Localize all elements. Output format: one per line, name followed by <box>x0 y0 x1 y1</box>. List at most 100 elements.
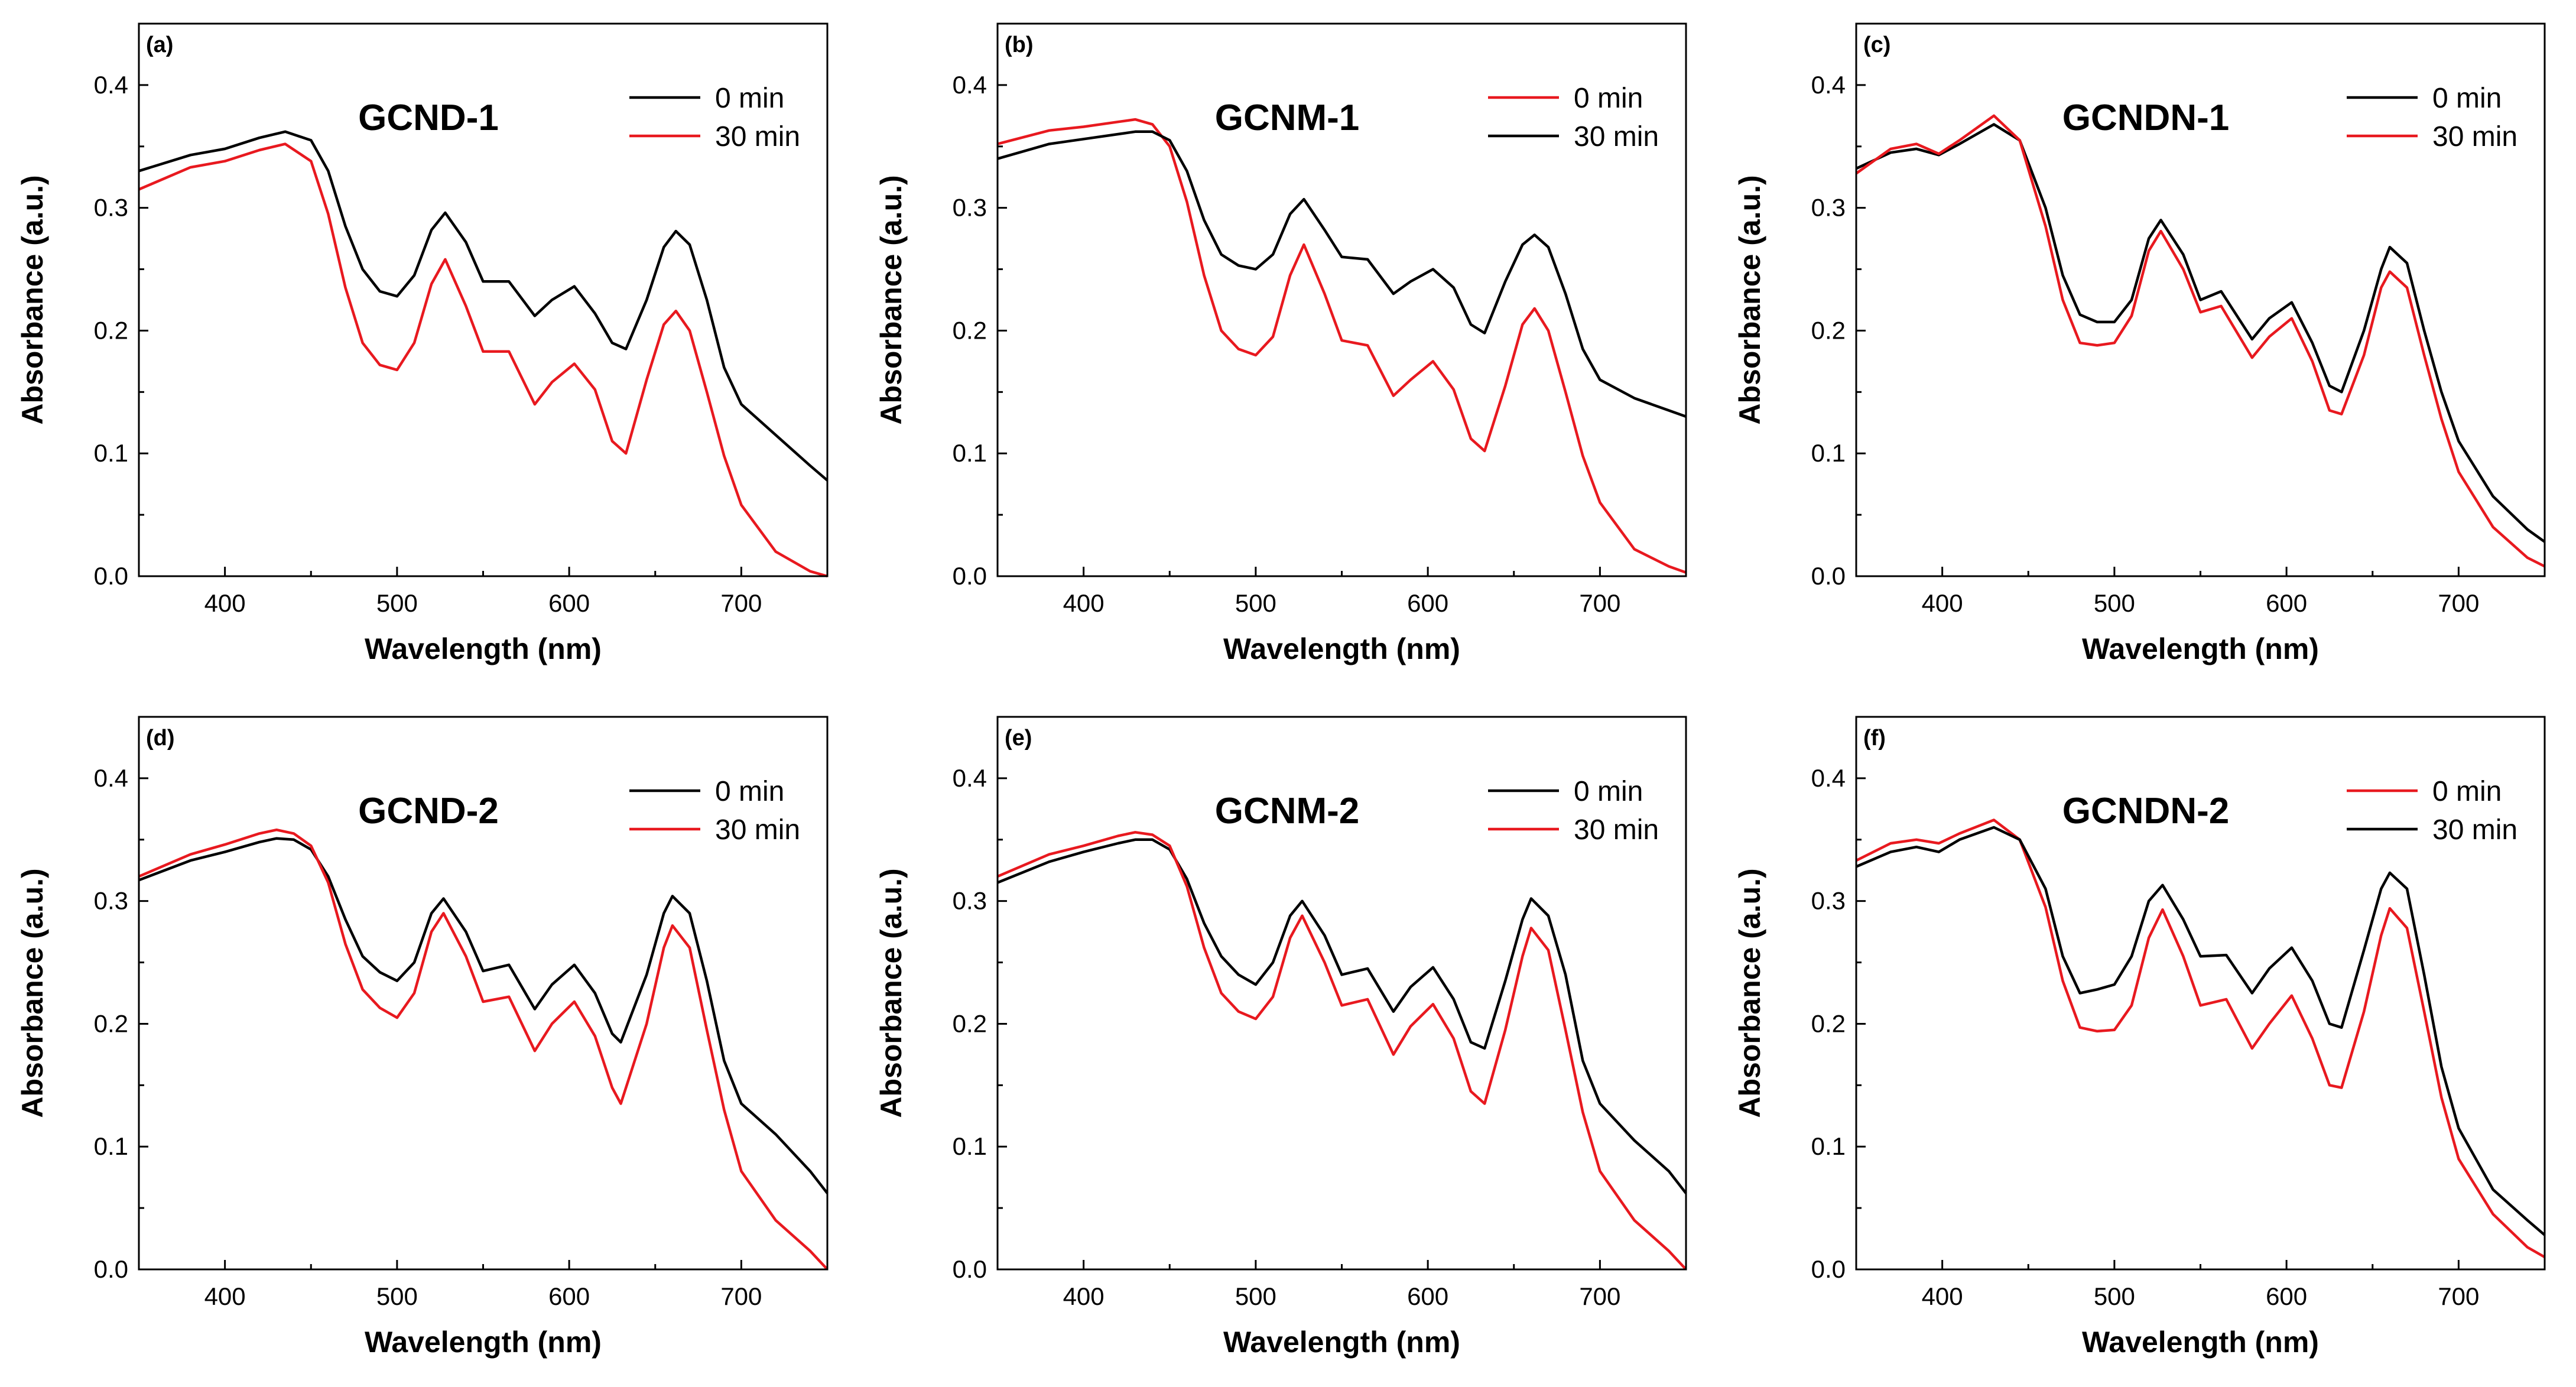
y-tick-label: 0.4 <box>94 764 128 792</box>
panel-gcnm-2: 400 500 600 700 0.0 0.1 0.2 0.3 0.4 Wavelength (n… <box>875 716 1687 1359</box>
panel-gcndn-2: 400 500 600 700 0.0 0.1 0.2 0.3 0.4 Wavelength (n… <box>1733 716 2546 1359</box>
panel-gcnd-2: 400 500 600 700 0.0 0.1 0.2 0.3 0.4 Wavelength (n… <box>16 716 829 1359</box>
x-tick-label: 500 <box>376 1282 418 1310</box>
series-lines <box>997 118 1687 574</box>
panel-label: (a) <box>146 33 173 57</box>
y-tick-label: 0.4 <box>94 71 128 99</box>
legend-label: 0 min <box>715 83 784 114</box>
series-line-30-min <box>1855 114 2546 568</box>
x-tick-label: 500 <box>1235 1282 1276 1310</box>
y-tick-label: 0.0 <box>1811 1255 1846 1283</box>
panel-gcndn-1: 400 500 600 700 0.0 0.1 0.2 0.3 0.4 Wavelength (n… <box>1733 22 2546 665</box>
x-axis-title: Wavelength (nm) <box>1223 1326 1460 1359</box>
y-tick-label: 0.2 <box>94 1009 128 1037</box>
y-tick-label: 0.2 <box>94 316 128 344</box>
legend-label: 30 min <box>715 814 800 846</box>
y-axis-title: Absorbance (a.u.) <box>1733 175 1766 424</box>
x-tick-label: 700 <box>720 1282 762 1310</box>
legend-label: 0 min <box>715 776 784 807</box>
y-tick-label: 0.3 <box>94 887 128 915</box>
x-tick-label: 400 <box>204 589 246 617</box>
x-tick-label: 600 <box>1407 1282 1448 1310</box>
legend-label: 0 min <box>2432 776 2502 807</box>
x-tick-label: 400 <box>1922 589 1963 617</box>
y-tick-label: 0.1 <box>953 439 987 467</box>
y-tick-label: 0.1 <box>953 1132 987 1160</box>
x-tick-label: 400 <box>1922 1282 1963 1310</box>
legend-label: 0 min <box>1574 776 1643 807</box>
x-tick-label: 700 <box>720 589 762 617</box>
y-tick-label: 0.0 <box>94 562 128 590</box>
legend-label: 30 min <box>2432 121 2517 152</box>
x-axis-title: Wavelength (nm) <box>1223 632 1460 665</box>
panel-gcnm-1: 400 500 600 700 0.0 0.1 0.2 0.3 0.4 Wavelength (n… <box>875 22 1687 665</box>
panel-gcnd-1: 400 500 600 700 0.0 0.1 0.2 0.3 0.4 Wavelength (n… <box>16 22 829 665</box>
x-tick-label: 400 <box>1063 589 1105 617</box>
y-tick-label: 0.1 <box>94 1132 128 1160</box>
series-line-30-min <box>997 130 1687 418</box>
legend: 0 min 30 min <box>2347 83 2517 152</box>
series-lines <box>1855 818 2546 1259</box>
legend-label: 30 min <box>1574 121 1659 152</box>
x-axis-title: Wavelength (nm) <box>2082 632 2319 665</box>
y-tick-label: 0.2 <box>953 1009 987 1037</box>
legend: 0 min 30 min <box>629 83 800 152</box>
series-line-30-min <box>138 828 829 1271</box>
legend: 0 min 30 min <box>1488 83 1659 152</box>
y-tick-label: 0.4 <box>1811 764 1846 792</box>
x-tick-label: 700 <box>1579 1282 1620 1310</box>
y-tick-label: 0.2 <box>953 316 987 344</box>
legend-label: 0 min <box>1574 83 1643 114</box>
sample-title: GCNDN-2 <box>2062 791 2229 831</box>
series-line-30-min <box>997 831 1687 1271</box>
y-tick-label: 0.3 <box>953 194 987 222</box>
x-tick-label: 700 <box>1579 589 1620 617</box>
y-tick-label: 0.1 <box>94 439 128 467</box>
sample-title: GCNM-1 <box>1215 98 1360 138</box>
y-tick-label: 0.0 <box>953 1255 987 1283</box>
series-lines <box>138 828 829 1271</box>
x-axis-title: Wavelength (nm) <box>2082 1326 2319 1359</box>
series-line-0-min <box>1856 123 2546 543</box>
x-tick-label: 500 <box>1235 589 1276 617</box>
panel-label: (b) <box>1005 33 1034 57</box>
legend-label: 0 min <box>2432 83 2502 114</box>
x-tick-label: 400 <box>204 1282 246 1310</box>
y-tick-label: 0.3 <box>953 887 987 915</box>
x-tick-label: 600 <box>2266 589 2307 617</box>
y-tick-label: 0.3 <box>94 194 128 222</box>
x-tick-label: 500 <box>2094 1282 2135 1310</box>
sample-title: GCND-2 <box>358 791 499 831</box>
x-tick-label: 600 <box>1407 589 1448 617</box>
y-tick-label: 0.2 <box>1811 1009 1846 1037</box>
x-tick-label: 500 <box>2094 589 2135 617</box>
series-lines <box>138 130 829 578</box>
series-line-30-min <box>1856 826 2546 1236</box>
y-axis-title: Absorbance (a.u.) <box>1733 868 1766 1118</box>
series-lines <box>997 831 1687 1271</box>
panel-label: (e) <box>1005 726 1032 751</box>
x-tick-label: 700 <box>2438 589 2479 617</box>
panel-label: (c) <box>1863 33 1890 57</box>
x-tick-label: 400 <box>1063 1282 1105 1310</box>
y-axis-title: Absorbance (a.u.) <box>16 868 49 1118</box>
y-tick-label: 0.2 <box>1811 316 1846 344</box>
y-tick-label: 0.1 <box>1811 1132 1846 1160</box>
x-tick-label: 600 <box>548 1282 590 1310</box>
y-tick-label: 0.4 <box>953 71 987 99</box>
x-tick-label: 500 <box>376 589 418 617</box>
series-line-0-min <box>997 838 1687 1194</box>
y-tick-label: 0.3 <box>1811 194 1846 222</box>
x-axis-title: Wavelength (nm) <box>365 1326 602 1359</box>
y-axis-title: Absorbance (a.u.) <box>875 868 908 1118</box>
x-tick-label: 600 <box>548 589 590 617</box>
y-tick-label: 0.3 <box>1811 887 1846 915</box>
y-tick-label: 0.1 <box>1811 439 1846 467</box>
legend: 0 min 30 min <box>629 776 800 846</box>
y-tick-label: 0.4 <box>1811 71 1846 99</box>
y-tick-label: 0.0 <box>953 562 987 590</box>
y-axis-title: Absorbance (a.u.) <box>16 175 49 424</box>
legend: 0 min 30 min <box>2347 776 2517 846</box>
legend-label: 30 min <box>715 121 800 152</box>
